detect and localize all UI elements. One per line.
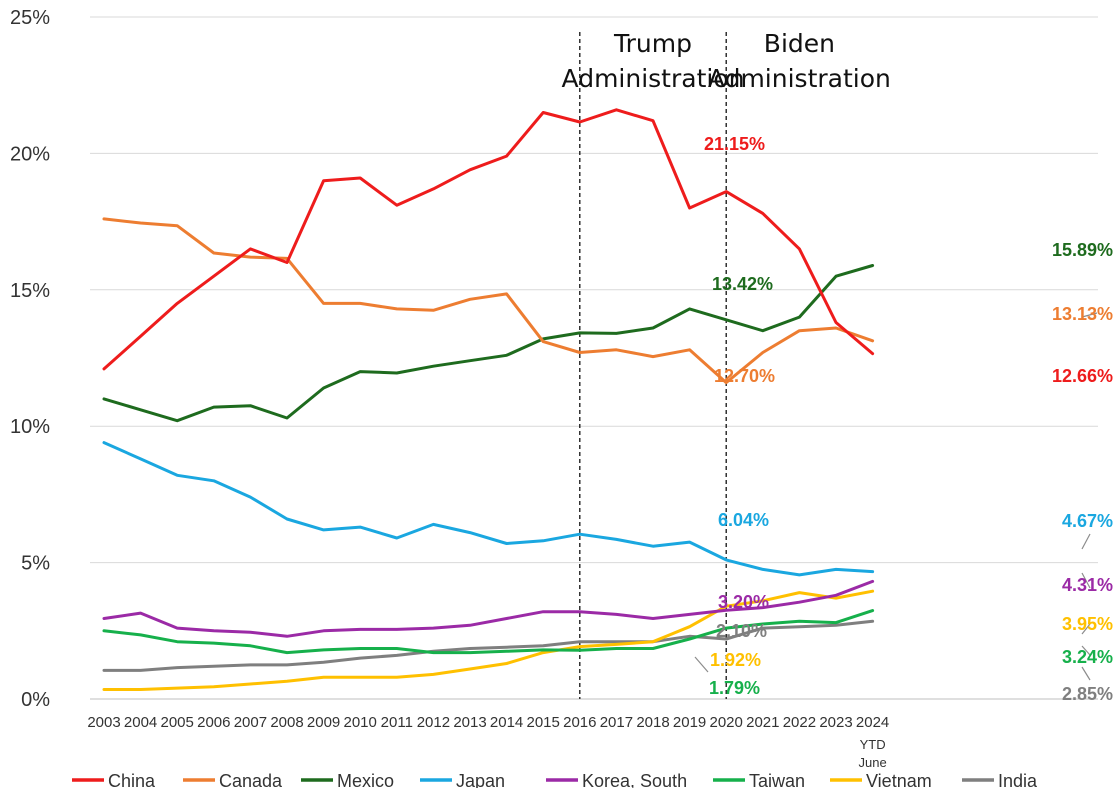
y-tick-label: 25% (10, 7, 50, 29)
x-tick-label: 2003 (87, 714, 120, 731)
data-label: 1.79% (709, 678, 760, 698)
x-tick-label: 2018 (636, 714, 669, 731)
series-line-taiwan (102, 609, 875, 655)
period-label: Administration (708, 64, 891, 93)
annotation-leader (1081, 666, 1091, 681)
data-label: 3.95% (1062, 614, 1113, 634)
x-tick-label: 2005 (161, 714, 194, 731)
period-label: Administration (562, 64, 745, 93)
annotation-leader (1081, 572, 1091, 589)
data-label: 3.24% (1062, 647, 1113, 667)
x-tick-label: 2017 (600, 714, 633, 731)
series-line-japan (102, 441, 875, 577)
legend-label: China (108, 771, 156, 788)
series-line-mexico (102, 264, 875, 423)
legend-label: Mexico (337, 771, 394, 788)
y-tick-label: 5% (21, 553, 50, 575)
legend-label: Canada (219, 771, 283, 788)
x-tick-label: 2008 (270, 714, 303, 731)
data-label: 1.92% (710, 650, 761, 670)
data-label: 15.89% (1052, 240, 1113, 260)
annotation-leaders (694, 312, 1098, 681)
x-tick-label: 2013 (453, 714, 486, 731)
x-tick-label: 2015 (527, 714, 560, 731)
y-tick-label: 0% (21, 689, 50, 711)
x-tick-sublabel: June (858, 755, 886, 770)
x-tick-sublabel: YTD (860, 737, 886, 752)
data-label: 2.10% (716, 621, 767, 641)
series-lines (102, 108, 875, 691)
data-label: 2.85% (1062, 684, 1113, 704)
administration-markers: Trump Administration Biden Administration (562, 29, 891, 699)
legend-label: Taiwan (749, 771, 805, 788)
x-tick-label: 2020 (710, 714, 743, 731)
legend-label: Korea, South (582, 771, 687, 788)
x-tick-label: 2012 (417, 714, 450, 731)
annotation-leader (1081, 623, 1091, 635)
y-tick-label: 10% (10, 416, 50, 438)
legend-label: India (998, 771, 1038, 788)
gridlines (90, 16, 1098, 700)
x-axis-ticks: 2003 2004 2005 2006 2007 2008 2009 2010 2011 2012… (87, 714, 889, 770)
legend: China Canada Mexico Japan Korea, South Taiwan… (72, 771, 1038, 788)
data-label: 4.67% (1062, 511, 1113, 531)
x-tick-label: 2021 (746, 714, 779, 731)
x-tick-label: 2006 (197, 714, 230, 731)
annotation-leader (694, 656, 709, 673)
annotation-leader (1081, 645, 1091, 656)
series-line-korea-south (102, 579, 875, 638)
y-tick-label: 15% (10, 280, 50, 302)
x-tick-label: 2022 (783, 714, 816, 731)
x-tick-label: 2004 (124, 714, 157, 731)
y-axis-ticks: 0% 5% 10% 15% 20% 25% (10, 7, 50, 711)
y-tick-label: 20% (10, 143, 50, 165)
series-line-china (102, 108, 875, 371)
period-label: Trump (613, 29, 692, 58)
x-tick-label: 2007 (234, 714, 267, 731)
data-label: 3.20% (718, 592, 769, 612)
x-tick-label: 2024 (856, 714, 889, 731)
x-tick-label: 2023 (819, 714, 852, 731)
annotation-leader (1081, 533, 1091, 550)
data-label: 13.42% (712, 274, 773, 294)
period-label: Biden (764, 29, 835, 58)
data-label: 21.15% (704, 134, 765, 154)
data-annotations: 21.15% 12.66% 12.70% 13.13% 13.42% 15.89% 6.04… (704, 134, 1113, 704)
data-label: 13.13% (1052, 304, 1113, 324)
legend-label: Vietnam (866, 771, 932, 788)
series-line-india (102, 619, 875, 672)
series-line-vietnam (102, 589, 875, 691)
legend-label: Japan (456, 771, 505, 788)
data-label: 4.31% (1062, 575, 1113, 595)
x-tick-label: 2016 (563, 714, 596, 731)
x-tick-label: 2010 (344, 714, 377, 731)
series-line-canada (102, 217, 875, 385)
annotation-leader (1081, 312, 1098, 318)
x-tick-label: 2009 (307, 714, 340, 731)
x-tick-label: 2014 (490, 714, 523, 731)
x-tick-label: 2019 (673, 714, 706, 731)
data-label: 12.66% (1052, 366, 1113, 386)
x-tick-label: 2011 (381, 714, 413, 731)
data-label: 12.70% (714, 366, 775, 386)
data-label: 6.04% (718, 510, 769, 530)
